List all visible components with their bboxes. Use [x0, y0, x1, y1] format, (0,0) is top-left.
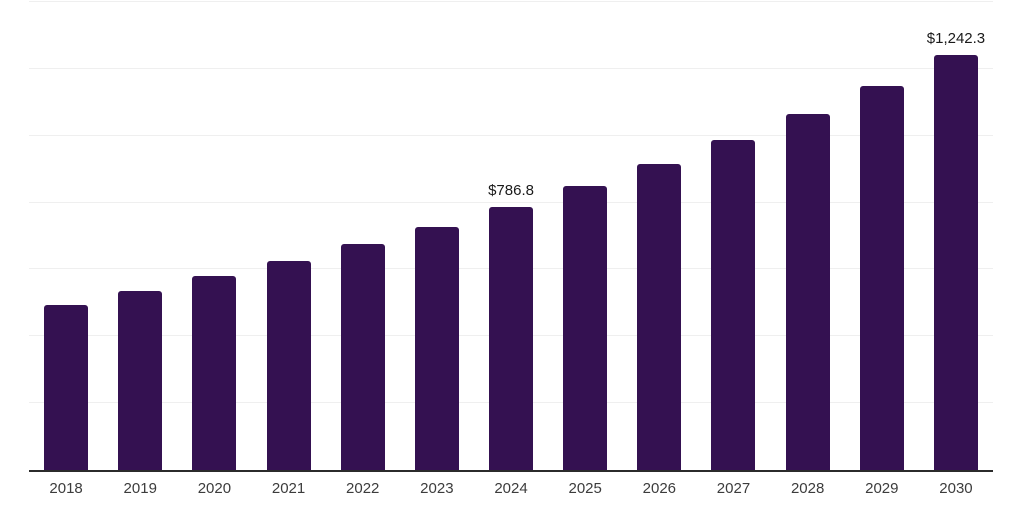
bar-slot-2030: $1,242.3: [919, 2, 993, 470]
bar-slot-2018: [29, 2, 103, 470]
gridline-1400: [29, 1, 993, 2]
bar-2022: [340, 244, 385, 470]
x-tick-label-2020: 2020: [197, 480, 232, 497]
x-tick-label-2027: 2027: [716, 480, 751, 497]
bar-slot-2028: [771, 2, 845, 470]
bar-slot-2029: [845, 2, 919, 470]
gridline-1000: [29, 134, 993, 136]
bar-2025: [563, 186, 608, 470]
x-tick-label-2019: 2019: [123, 480, 157, 497]
bar-slot-2019: [103, 2, 177, 470]
bar-slot-2022: [326, 2, 400, 470]
x-tick-label-2022: 2022: [346, 480, 380, 497]
bar-2018: [44, 304, 89, 470]
bar-2028: [785, 114, 830, 470]
x-tick-label-2026: 2026: [642, 480, 677, 497]
x-axis-line: [29, 470, 993, 472]
bar-2026: [637, 164, 682, 470]
bar-2020: [192, 276, 237, 470]
bar-slot-2020: [177, 2, 251, 470]
bar-2030: [933, 54, 978, 470]
bars-layer: $786.8 $1,242.3: [29, 2, 993, 470]
bar-2023: [414, 226, 459, 470]
bar-slot-2024: $786.8: [474, 2, 548, 470]
gridline-1200: [29, 67, 993, 69]
bar-slot-2023: [400, 2, 474, 470]
x-tick-label-2028: 2028: [790, 480, 825, 497]
plot-area: $786.8 $1,242.3: [29, 1, 993, 472]
x-tick-label-2021: 2021: [271, 480, 306, 497]
bar-slot-2025: [548, 2, 622, 470]
bar-2021: [266, 261, 311, 470]
x-axis-tick-labels: 2018 2019 2020 2021 2022 2023 2024 2025 2026 2027…: [29, 479, 993, 499]
bar-slot-2021: [251, 2, 325, 470]
bar-2027: [711, 140, 756, 470]
x-tick-label-2029: 2029: [865, 480, 899, 497]
bar-2029: [859, 85, 904, 470]
bar-2019: [118, 290, 163, 470]
x-tick-label-2018: 2018: [49, 480, 83, 497]
bar-slot-2027: [696, 2, 770, 470]
bar-2024: [489, 206, 534, 470]
data-label-2024: $786.8: [488, 182, 534, 200]
x-tick-label-2025: 2025: [568, 480, 602, 497]
x-tick-label-2023: 2023: [420, 480, 454, 497]
x-tick-label-2024: 2024: [494, 480, 528, 497]
data-label-2030: $1,242.3: [926, 30, 986, 48]
x-tick-label-2030: 2030: [939, 480, 973, 497]
bar-slot-2026: [622, 2, 696, 470]
gridline-800: [29, 201, 993, 203]
